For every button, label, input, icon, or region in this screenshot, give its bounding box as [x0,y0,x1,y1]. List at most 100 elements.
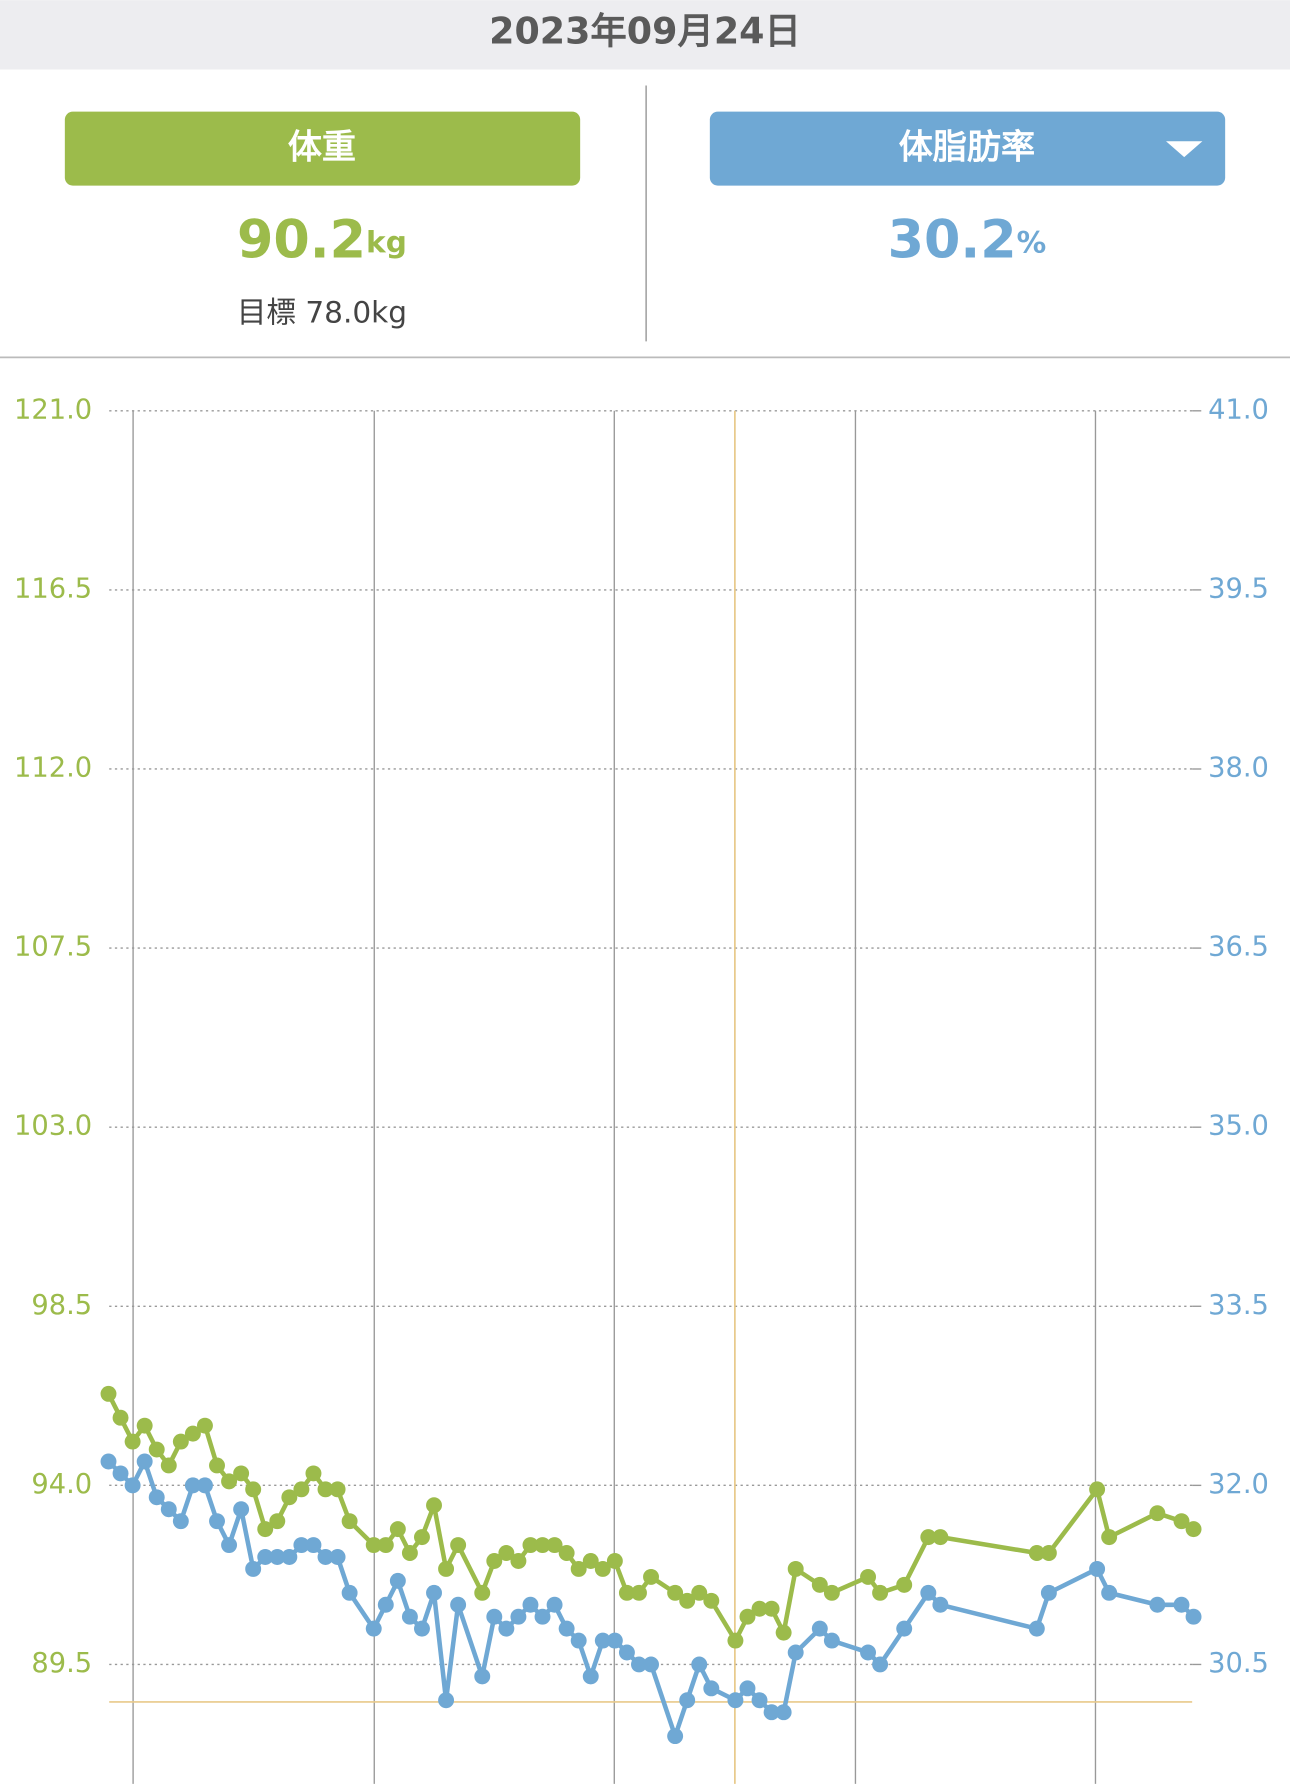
data-point [860,1568,877,1585]
data-point [643,1656,659,1673]
data-point [196,1477,213,1494]
y-tick-label: 112.0 [14,752,92,783]
data-point [281,1489,298,1506]
data-point [245,1560,262,1577]
fat-dropdown[interactable] [709,111,1226,186]
data-point [932,1529,949,1546]
data-point [920,1529,937,1546]
data-point [209,1457,225,1474]
data-point [365,1620,382,1637]
data-point [426,1584,442,1601]
data-point [100,1385,117,1402]
data-point [582,1553,599,1569]
data-point [558,1620,575,1637]
data-point [341,1513,358,1530]
data-point [389,1521,406,1538]
data-point [667,1728,684,1745]
data-point [1089,1481,1106,1498]
data-point [257,1521,274,1538]
data-point [233,1465,250,1482]
data-point [1185,1521,1202,1538]
data-point [281,1549,298,1565]
data-point [775,1704,792,1721]
data-point [498,1545,515,1561]
data-point [184,1477,201,1494]
data-point [184,1425,201,1442]
data-point [811,1576,828,1593]
data-point [1040,1584,1057,1601]
vertical-grid [132,410,1097,1784]
data-point [534,1537,551,1554]
data-point [1185,1608,1202,1625]
data-point [775,1624,792,1641]
data-point [751,1692,768,1709]
data-point [896,1576,913,1593]
data-point [787,1644,804,1661]
data-point [667,1584,684,1601]
data-point [787,1560,804,1577]
data-point [594,1560,611,1577]
data-point [413,1620,430,1637]
data-point [293,1481,310,1498]
y2-tick-label: 35.0 [1208,1111,1269,1142]
data-point [221,1537,238,1554]
data-point [486,1608,503,1625]
data-point [233,1501,250,1518]
data-point [196,1417,213,1434]
data-point [703,1592,720,1609]
weight-goal: 目標 78.0kg [237,296,407,330]
data-point [1040,1545,1057,1561]
data-point [136,1453,153,1470]
data-point [872,1656,889,1673]
plot [100,1385,1202,1745]
y2-tick-label: 36.5 [1208,932,1269,963]
data-point [474,1668,491,1685]
series-line [106,1459,1196,1739]
data-point [293,1537,310,1554]
data-point [727,1692,744,1709]
data-point [679,1592,696,1609]
data-point [438,1692,455,1709]
data-point [365,1537,382,1554]
data-point [691,1656,708,1673]
data-point [594,1632,611,1649]
y-tick-label: 89.5 [31,1648,92,1679]
data-point [341,1584,358,1601]
data-point [148,1489,165,1506]
weight-tab[interactable] [64,111,581,186]
data-point [245,1481,262,1498]
data-point [618,1584,635,1601]
data-point [546,1537,563,1554]
data-point [401,1608,418,1625]
data-point [679,1692,696,1709]
data-point [1028,1620,1045,1637]
data-point [498,1620,515,1637]
data-point [160,1501,177,1518]
data-point [932,1596,949,1613]
data-point [860,1644,877,1661]
data-point [643,1568,659,1585]
data-point [618,1644,635,1661]
data-point [570,1560,587,1577]
fat-value: 30.2% [888,210,1047,271]
data-point [522,1596,539,1613]
data-point [486,1553,503,1569]
y-tick-label: 116.5 [14,573,92,604]
data-point [136,1417,153,1434]
data-point [305,1537,322,1554]
data-point [124,1433,141,1450]
data-point [124,1477,141,1494]
data-point [426,1497,442,1514]
data-point [763,1704,780,1721]
data-point [305,1465,322,1482]
y-tick-label: 94.0 [31,1469,92,1500]
data-point [811,1620,828,1637]
y2-tick-label: 30.5 [1208,1648,1269,1679]
data-point [739,1608,756,1625]
data-point [317,1481,334,1498]
data-point [1089,1560,1106,1577]
y-tick-label: 121.0 [14,394,92,425]
data-point [823,1632,840,1649]
data-point [438,1560,455,1577]
